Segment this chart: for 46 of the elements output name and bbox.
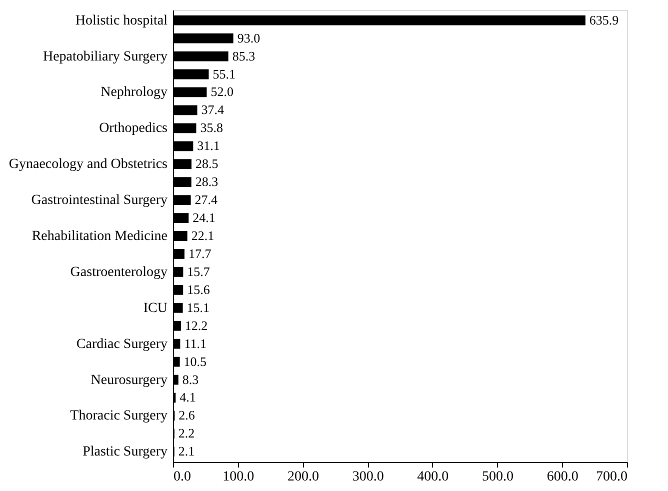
data-label: 52.0 — [210, 84, 234, 100]
data-label: 10.5 — [184, 354, 207, 369]
x-tick-label: 500.0 — [482, 470, 514, 484]
data-label: 35.8 — [200, 120, 223, 136]
x-tick-label: 400.0 — [417, 470, 449, 484]
data-label: 2.2 — [178, 426, 195, 441]
y-tick-label: Hepatobiliary Surgery — [42, 49, 168, 64]
y-tick-label: Plastic Surgery — [82, 444, 168, 460]
y-tick-label: Neurosurgery — [90, 372, 168, 388]
y-tick-label: Holistic hospital — [75, 13, 168, 28]
data-label: 28.5 — [195, 156, 218, 172]
y-tick-label: Nephrology — [100, 85, 168, 100]
y-tick-label: Gynaecology and Obstetrics — [8, 157, 168, 172]
data-label: 15.1 — [186, 300, 210, 315]
data-label: 8.3 — [182, 372, 199, 387]
data-label: 15.7 — [187, 264, 210, 279]
data-label: 55.1 — [212, 66, 236, 82]
data-label: 85.3 — [232, 48, 256, 64]
data-label: 635.9 — [589, 12, 619, 28]
y-tick-label: Gastroenterology — [70, 264, 168, 280]
y-tick-label: Thoracic Surgery — [70, 408, 168, 424]
data-label: 93.0 — [237, 30, 260, 46]
x-tick-label: 0.0 — [174, 470, 191, 484]
data-label: 11.1 — [184, 336, 206, 351]
data-label: 4.1 — [180, 390, 196, 405]
x-tick-label: 200.0 — [287, 470, 319, 484]
data-label: 2.1 — [178, 444, 195, 459]
data-label: 28.3 — [195, 174, 218, 190]
data-label: 27.4 — [194, 192, 218, 208]
x-tick-label: 700.0 — [596, 470, 628, 484]
y-tick-label: ICU — [143, 300, 168, 316]
y-tick-label: Cardiac Surgery — [76, 336, 168, 352]
data-label: 12.2 — [184, 318, 208, 333]
data-label: 31.1 — [197, 138, 220, 154]
x-tick-label: 300.0 — [352, 470, 384, 484]
x-tick-label: 600.0 — [546, 470, 578, 484]
y-tick-label: Orthopedics — [99, 121, 168, 136]
data-label: 22.1 — [191, 228, 214, 243]
y-tick-label: Rehabilitation Medicine — [32, 229, 168, 244]
data-label: 17.7 — [188, 246, 212, 261]
data-label: 24.1 — [192, 210, 216, 226]
data-label: 37.4 — [201, 102, 225, 118]
data-label: 15.6 — [187, 282, 210, 297]
x-tick-label: 100.0 — [222, 470, 254, 484]
y-tick-label: Gastrointestinal Surgery — [31, 193, 168, 208]
data-label: 2.6 — [178, 408, 196, 423]
